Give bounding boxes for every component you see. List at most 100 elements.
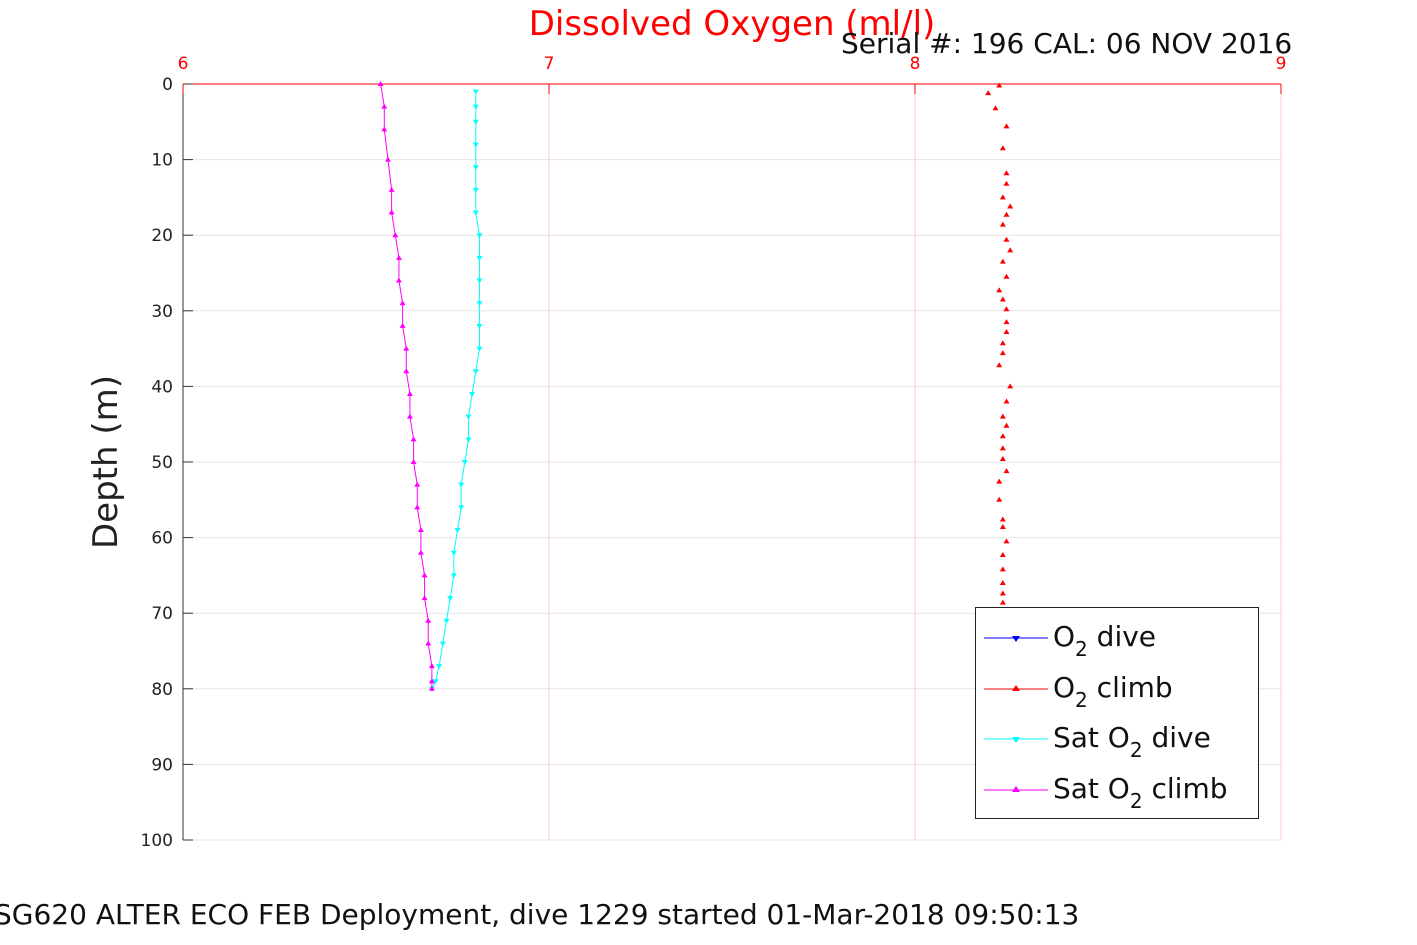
data-point bbox=[428, 678, 435, 684]
data-point bbox=[999, 599, 1006, 605]
data-point bbox=[469, 391, 476, 397]
data-point bbox=[992, 105, 999, 111]
y-tick-label: 80 bbox=[151, 680, 173, 700]
data-point bbox=[465, 414, 472, 420]
data-point bbox=[1007, 247, 1014, 253]
legend-item-sat-o2-climb: Sat O2 climb bbox=[976, 770, 1258, 813]
data-point bbox=[996, 478, 1003, 484]
data-point bbox=[1003, 319, 1010, 325]
data-point bbox=[406, 413, 413, 419]
data-point bbox=[450, 550, 457, 556]
data-point bbox=[1007, 383, 1014, 389]
data-point bbox=[1003, 422, 1010, 428]
y-tick-label: 70 bbox=[151, 604, 173, 624]
data-point bbox=[999, 258, 1006, 264]
data-point bbox=[1003, 398, 1010, 404]
data-point bbox=[472, 187, 479, 193]
x-tick-label: 8 bbox=[910, 54, 921, 74]
y-tick-label: 30 bbox=[151, 302, 173, 322]
data-point bbox=[999, 433, 1006, 439]
data-point bbox=[472, 104, 479, 110]
data-point bbox=[999, 551, 1006, 557]
legend-item-o2-climb: O2 climb bbox=[976, 669, 1258, 712]
data-point bbox=[414, 504, 421, 510]
data-point bbox=[476, 255, 483, 261]
data-point bbox=[999, 145, 1006, 151]
data-point bbox=[996, 287, 1003, 293]
data-point bbox=[476, 278, 483, 284]
data-point bbox=[381, 126, 388, 132]
data-point bbox=[428, 685, 435, 691]
legend-swatch-sat-o2-climb bbox=[984, 786, 1048, 792]
data-point bbox=[458, 482, 465, 488]
legend-item-sat-o2-dive: Sat O2 dive bbox=[976, 719, 1258, 762]
data-point bbox=[999, 579, 1006, 585]
data-point bbox=[384, 156, 391, 162]
data-point bbox=[1003, 538, 1010, 544]
legend-label-sat-o2-climb: Sat O2 climb bbox=[1053, 772, 1228, 813]
chart-subtitle: Serial #: 196 CAL: 06 NOV 2016 bbox=[841, 27, 1293, 60]
data-point bbox=[476, 323, 483, 329]
data-point bbox=[476, 233, 483, 239]
data-point bbox=[472, 369, 479, 375]
data-point bbox=[999, 524, 1006, 530]
data-point bbox=[392, 232, 399, 238]
data-point bbox=[388, 186, 395, 192]
y-axis-label: Depth (m) bbox=[86, 375, 126, 549]
data-point bbox=[1003, 170, 1010, 176]
data-point bbox=[1007, 203, 1014, 209]
legend-swatch-sat-o2-dive bbox=[984, 737, 1048, 743]
y-tick-label: 100 bbox=[141, 831, 173, 851]
data-point bbox=[432, 679, 439, 685]
legend-label-sat-o2-dive: Sat O2 dive bbox=[1053, 721, 1211, 762]
legend-swatch-o2-dive bbox=[984, 636, 1048, 642]
data-point bbox=[461, 460, 468, 465]
data-point bbox=[381, 103, 388, 109]
data-point bbox=[417, 527, 424, 533]
data-point bbox=[450, 573, 457, 579]
data-point bbox=[1003, 328, 1010, 334]
data-point bbox=[1003, 211, 1010, 217]
data-point bbox=[999, 194, 1006, 200]
data-point bbox=[999, 296, 1006, 302]
data-point bbox=[476, 346, 483, 352]
y-tick-label: 20 bbox=[151, 226, 173, 246]
data-point bbox=[999, 350, 1006, 356]
data-point bbox=[996, 82, 1003, 88]
data-point bbox=[410, 459, 417, 464]
y-tick-label: 40 bbox=[151, 377, 173, 397]
legend-label-o2-climb: O2 climb bbox=[1053, 671, 1173, 712]
data-point bbox=[472, 165, 479, 171]
data-point bbox=[999, 590, 1006, 596]
data-point bbox=[472, 89, 479, 95]
data-point bbox=[1003, 468, 1010, 474]
data-point bbox=[410, 436, 417, 442]
data-point bbox=[428, 663, 435, 669]
data-point bbox=[472, 210, 479, 216]
data-point bbox=[999, 566, 1006, 572]
y-tick-label: 50 bbox=[151, 453, 173, 473]
data-point bbox=[421, 572, 428, 578]
data-point bbox=[999, 445, 1006, 451]
legend-swatch-o2-climb bbox=[984, 685, 1048, 691]
y-tick-label: 0 bbox=[162, 75, 173, 95]
data-point bbox=[425, 640, 432, 646]
data-point bbox=[417, 549, 424, 555]
legend-item-o2-dive: O2 dive bbox=[976, 618, 1258, 659]
data-point bbox=[999, 221, 1006, 227]
data-point bbox=[476, 301, 483, 307]
data-point bbox=[414, 481, 421, 487]
series-line bbox=[431, 91, 480, 690]
data-point bbox=[458, 505, 465, 511]
chart-footer: SG620 ALTER ECO FEB Deployment, dive 122… bbox=[0, 898, 1080, 931]
data-point bbox=[403, 368, 410, 374]
data-point bbox=[1003, 236, 1010, 242]
x-tick-label: 6 bbox=[178, 54, 189, 74]
data-point bbox=[472, 119, 479, 125]
y-tick-label: 60 bbox=[151, 529, 173, 549]
data-point bbox=[406, 390, 413, 396]
data-point bbox=[472, 142, 479, 148]
data-point bbox=[999, 340, 1006, 346]
y-tick-label: 90 bbox=[151, 755, 173, 775]
data-point bbox=[1003, 123, 1010, 129]
